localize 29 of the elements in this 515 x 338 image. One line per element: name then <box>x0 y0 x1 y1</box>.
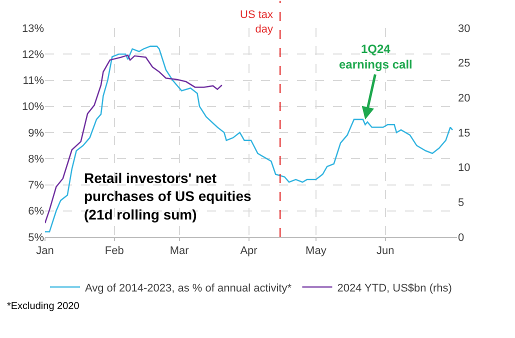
y2-tick-label: 5 <box>458 197 464 210</box>
x-tick-label: Apr <box>240 245 258 258</box>
legend-label: 2024 YTD, US$bn (rhs) <box>337 282 452 294</box>
y-tick-label: 10% <box>22 101 44 114</box>
y-tick-label: 12% <box>22 48 44 61</box>
y-tick-label: 13% <box>22 22 44 35</box>
y-tick-label: 11% <box>22 75 44 88</box>
x-tick-label: May <box>306 245 327 258</box>
line-series <box>45 46 454 232</box>
y2-tick-label: 10 <box>458 162 470 174</box>
y2-tick-label: 25 <box>458 58 470 70</box>
y2-tick-label: 30 <box>458 22 470 35</box>
y2-tick-label: 20 <box>458 92 470 105</box>
y-tick-label: 9% <box>28 127 44 140</box>
text: *Excluding 2020 <box>7 301 80 312</box>
x-tick-label: Mar <box>170 245 190 258</box>
y-tick-label: 7% <box>28 180 44 192</box>
y-tick-label: 8% <box>28 153 44 166</box>
legend-label: Avg of 2014-2023, as % of annual activity* <box>85 282 292 294</box>
text: Retail investors' net purchases of US equities (21d rolling sum) <box>84 170 252 222</box>
x-tick-label: Jan <box>36 245 54 258</box>
annotation: 1Q24 earnings call <box>339 42 412 72</box>
ref-line-label: US tax day <box>240 9 274 36</box>
x-tick-label: Jun <box>376 245 394 258</box>
y-tick-label: 5% <box>28 232 44 244</box>
y-tick-label: 6% <box>28 206 44 218</box>
x-tick-label: Feb <box>104 245 124 258</box>
y2-tick-label: 15 <box>458 127 470 140</box>
y2-tick-label: 0 <box>458 232 464 244</box>
